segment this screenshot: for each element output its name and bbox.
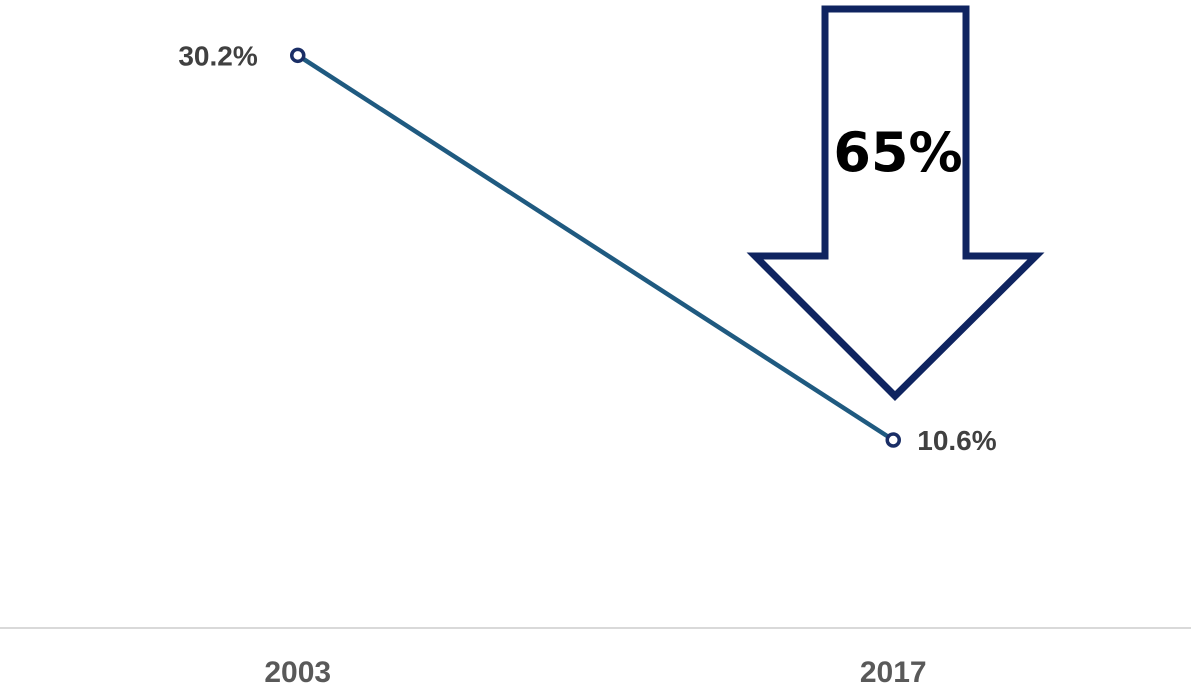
- x-tick-label-2017: 2017: [860, 656, 927, 689]
- x-axis-ticks: 2003 2017: [264, 656, 926, 689]
- series-group: [290, 47, 901, 448]
- decline-percent-label: 65%: [833, 121, 962, 184]
- x-tick-label-2003: 2003: [264, 656, 331, 689]
- series-line: [296, 53, 895, 442]
- data-label-2003: 30.2%: [178, 40, 257, 71]
- data-label-2017: 10.6%: [917, 425, 996, 456]
- data-point-2017: [885, 432, 901, 448]
- data-point-2003: [290, 47, 306, 64]
- down-arrow-shape: [746, 5, 1045, 401]
- decline-arrow: 65%: [746, 5, 1045, 401]
- data-labels: 30.2% 10.6%: [178, 40, 996, 456]
